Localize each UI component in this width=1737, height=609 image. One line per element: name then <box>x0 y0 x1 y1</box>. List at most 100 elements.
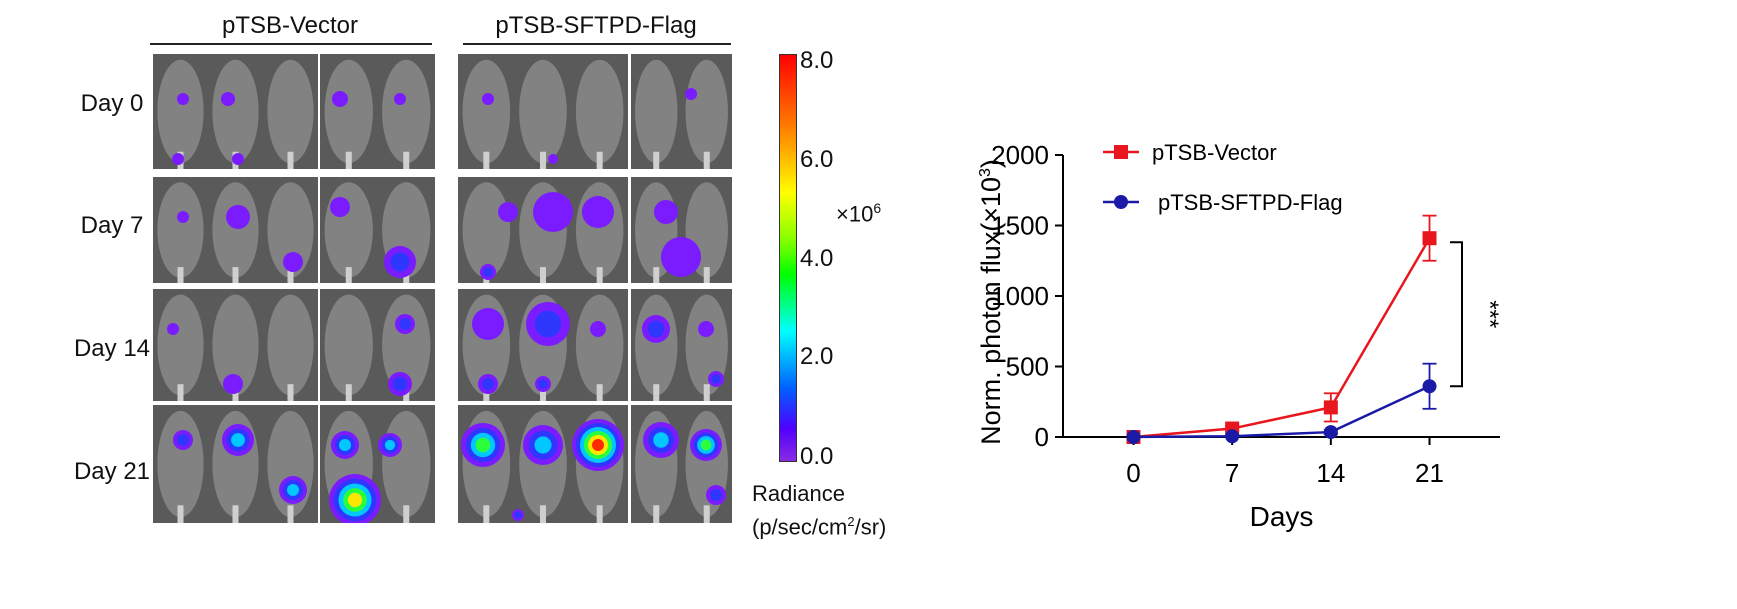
legend-label: pTSB-Vector <box>1152 140 1277 165</box>
luminescence-signal <box>533 192 573 232</box>
mouse-tail <box>287 267 294 283</box>
mouse-silhouette <box>267 294 314 396</box>
luminescence-signal <box>177 93 189 105</box>
luminescence-signal <box>394 93 406 105</box>
mouse-silhouette <box>267 182 314 278</box>
colorbar-tick-6: 6.0 <box>800 146 834 173</box>
luminescence-signal <box>384 439 396 451</box>
mouse-tail <box>596 505 603 523</box>
data-point <box>1126 430 1141 444</box>
mouse-tail <box>483 151 490 169</box>
x-tick-label: 0 <box>1126 458 1140 488</box>
imaging-panel <box>631 54 732 169</box>
mouse-silhouette <box>575 294 624 396</box>
luminescence-signal <box>661 237 701 277</box>
y-axis-label: Norm. photon flux(×103) <box>976 159 1006 445</box>
x-tick-label: 21 <box>1415 458 1444 488</box>
mouse-silhouette <box>324 59 373 164</box>
significance-label: *** <box>1476 300 1503 328</box>
luminescence-signal <box>483 267 493 277</box>
imaging-panel <box>458 177 628 283</box>
mouse-tail <box>653 505 660 523</box>
luminescence-signal <box>548 154 558 164</box>
mouse-tail <box>540 505 546 523</box>
mouse-tail <box>540 267 546 283</box>
mouse-tail <box>653 384 660 401</box>
imaging-panel <box>153 289 318 401</box>
mouse-tail <box>653 151 660 169</box>
luminescence-signal <box>332 91 348 107</box>
mouse-silhouette <box>212 182 259 278</box>
luminescence-signal <box>330 197 350 217</box>
data-point <box>1422 379 1437 394</box>
mouse-tail <box>596 267 603 283</box>
mouse-silhouette <box>462 59 511 164</box>
mouse-tail <box>177 384 184 401</box>
day-label-7: Day 7 <box>80 212 144 239</box>
y-tick-label: 1500 <box>991 211 1049 241</box>
y-tick-label: 1000 <box>991 281 1049 311</box>
mouse-tail <box>596 384 603 401</box>
imaging-panel <box>458 289 628 401</box>
luminescence-signal <box>653 432 669 448</box>
luminescence-signal <box>226 205 250 229</box>
luminescence-signal <box>339 439 351 451</box>
mouse-tail <box>703 151 710 169</box>
luminescence-signal <box>232 153 244 165</box>
luminescence-signal <box>172 153 184 165</box>
x-tick-label: 14 <box>1316 458 1345 488</box>
imaging-panel <box>631 177 732 283</box>
mouse-tail <box>403 505 410 523</box>
mouse-silhouette <box>462 182 511 278</box>
luminescence-signal <box>534 310 562 338</box>
group-underline-vector <box>150 43 432 45</box>
luminescence-signal <box>472 308 504 340</box>
colorbar-tick-2: 2.0 <box>800 343 834 370</box>
radiance-unit-label: Radiance (p/sec/cm2/sr) <box>752 481 887 540</box>
mouse-silhouette <box>685 59 728 164</box>
mouse-silhouette <box>157 182 204 278</box>
luminescence-signal <box>498 202 518 222</box>
mouse-tail <box>232 505 239 523</box>
imaging-panel <box>458 54 628 169</box>
luminescence-signal <box>534 436 552 454</box>
luminescence-signal <box>482 93 494 105</box>
x-tick-label: 7 <box>1225 458 1239 488</box>
luminescence-signal <box>390 252 410 272</box>
mouse-tail <box>177 505 184 523</box>
imaging-panel <box>320 54 435 169</box>
y-tick-label: 0 <box>1035 422 1049 452</box>
mouse-silhouette <box>519 59 567 164</box>
mouse-silhouette <box>267 59 314 164</box>
luminescence-signal <box>231 433 245 447</box>
luminescence-signal <box>399 318 411 330</box>
luminescence-signal <box>482 378 494 390</box>
mouse-silhouette <box>382 294 431 396</box>
day-label-14: Day 14 <box>73 335 151 362</box>
mouse-tail <box>345 151 352 169</box>
mouse-tail <box>540 151 546 169</box>
imaging-panel <box>153 54 318 169</box>
mouse-tail <box>287 384 294 401</box>
group-title-sftpd: pTSB-SFTPD-Flag <box>495 12 697 39</box>
luminescence-signal <box>698 321 714 337</box>
luminescence-signal <box>223 374 243 394</box>
legend-marker <box>1114 195 1128 209</box>
mouse-silhouette <box>685 294 728 396</box>
mouse-tail <box>596 151 603 169</box>
series-line-1 <box>1133 385 1431 439</box>
mouse-silhouette <box>324 294 373 396</box>
imaging-panel <box>458 405 628 523</box>
luminescence-signal <box>654 200 678 224</box>
mouse-tail <box>287 505 294 523</box>
imaging-panel <box>631 289 732 401</box>
significance-bracket <box>1450 241 1463 388</box>
luminescence-signal <box>221 92 235 106</box>
luminescence-signal <box>167 323 179 335</box>
legend-label: pTSB-SFTPD-Flag <box>1158 190 1343 215</box>
luminescence-signal <box>685 88 697 100</box>
mouse-tail <box>703 384 710 401</box>
imaging-panel <box>153 405 318 523</box>
imaging-panel <box>320 177 435 283</box>
